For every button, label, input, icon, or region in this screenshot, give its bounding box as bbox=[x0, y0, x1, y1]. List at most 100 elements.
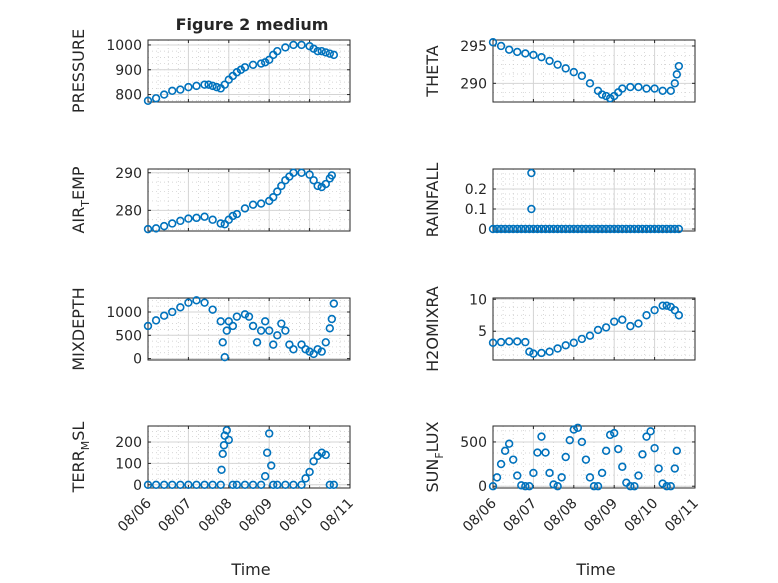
axes-box bbox=[492, 297, 696, 361]
data-point bbox=[573, 423, 583, 432]
data-point bbox=[289, 40, 298, 50]
data-point bbox=[248, 60, 258, 70]
data-point bbox=[601, 446, 611, 455]
data-point bbox=[488, 482, 498, 491]
axes-box bbox=[147, 39, 351, 103]
data-point bbox=[492, 224, 502, 234]
figure-title: Figure 2 medium bbox=[176, 15, 329, 34]
data-point bbox=[553, 60, 562, 69]
axes-box bbox=[147, 168, 351, 232]
y-tick-label: 10 bbox=[469, 292, 487, 308]
data-point bbox=[593, 482, 603, 491]
data-point bbox=[317, 448, 326, 457]
data-point bbox=[525, 347, 534, 356]
data-point bbox=[168, 307, 177, 317]
data-point bbox=[220, 353, 229, 362]
data-point bbox=[285, 340, 294, 349]
data-point bbox=[569, 338, 578, 347]
data-point bbox=[216, 317, 225, 326]
data-point bbox=[262, 448, 272, 457]
data-point bbox=[228, 211, 238, 221]
data-point bbox=[525, 482, 534, 491]
data-point bbox=[168, 219, 177, 228]
data-point bbox=[642, 224, 651, 234]
data-point bbox=[297, 40, 306, 50]
data-point bbox=[565, 435, 574, 445]
y-tick-label: 0 bbox=[478, 222, 487, 238]
data-point bbox=[674, 61, 684, 71]
y-tick-label: 100 bbox=[115, 456, 142, 472]
data-point bbox=[609, 428, 619, 438]
data-point bbox=[634, 319, 643, 328]
data-point bbox=[529, 50, 538, 60]
data-point bbox=[634, 471, 643, 480]
data-point bbox=[488, 224, 498, 234]
data-point bbox=[585, 79, 595, 88]
data-point bbox=[159, 90, 169, 99]
data-series bbox=[488, 38, 684, 103]
data-point bbox=[533, 448, 542, 457]
subplot-4: 0 0.1 0.2 RAINFALL bbox=[423, 163, 696, 238]
data-point bbox=[273, 187, 282, 196]
data-point bbox=[281, 480, 290, 489]
x-tick-label: 08/09 bbox=[236, 496, 276, 536]
data-point bbox=[597, 90, 607, 99]
data-point bbox=[642, 84, 651, 93]
data-point bbox=[219, 441, 229, 450]
data-point bbox=[626, 321, 635, 331]
data-point bbox=[609, 224, 619, 234]
data-point bbox=[289, 168, 298, 177]
data-point bbox=[218, 338, 227, 347]
data-point bbox=[662, 301, 671, 310]
data-point bbox=[151, 94, 161, 103]
data-point bbox=[208, 480, 217, 489]
data-point bbox=[521, 224, 530, 234]
data-point bbox=[500, 446, 510, 455]
data-point bbox=[654, 224, 663, 234]
y-tick-label: 800 bbox=[115, 88, 142, 104]
data-point bbox=[670, 79, 679, 88]
subplot-1: 800 900 1000 PRESSURE bbox=[69, 29, 351, 113]
y-axis-label: THETA bbox=[423, 45, 442, 97]
data-point bbox=[634, 224, 643, 234]
data-point bbox=[545, 347, 554, 356]
y-tick-label: 900 bbox=[115, 63, 142, 79]
data-point bbox=[585, 331, 595, 340]
data-point bbox=[200, 298, 209, 307]
data-point bbox=[297, 168, 306, 177]
data-point bbox=[176, 303, 185, 312]
data-point bbox=[521, 337, 530, 347]
x-tick-label: 08/09 bbox=[581, 496, 621, 536]
data-point bbox=[569, 224, 578, 234]
data-point bbox=[488, 338, 498, 347]
data-point bbox=[496, 41, 506, 51]
x-tick-label: 08/11 bbox=[662, 496, 702, 536]
data-point bbox=[589, 224, 599, 234]
data-point bbox=[577, 224, 587, 234]
data-point bbox=[593, 325, 603, 335]
data-point bbox=[265, 326, 274, 335]
data-point bbox=[232, 209, 242, 219]
y-tick-label: 0 bbox=[133, 352, 142, 368]
data-point bbox=[662, 224, 671, 234]
data-point bbox=[176, 85, 185, 94]
data-point bbox=[321, 450, 330, 460]
x-tick-label: 08/10 bbox=[277, 496, 317, 536]
data-point bbox=[670, 224, 679, 234]
subplot-5: 0 500 1000 MIXDEPTH bbox=[69, 287, 351, 371]
data-point bbox=[309, 457, 318, 466]
data-point bbox=[143, 224, 153, 234]
data-point bbox=[496, 459, 506, 469]
data-point bbox=[184, 214, 193, 223]
data-point bbox=[513, 337, 522, 346]
y-tick-label: 290 bbox=[115, 166, 142, 182]
data-series bbox=[488, 423, 682, 491]
data-point bbox=[208, 215, 217, 224]
data-point bbox=[321, 48, 330, 57]
data-point bbox=[597, 468, 607, 478]
data-point bbox=[504, 224, 514, 234]
data-point bbox=[277, 319, 286, 328]
data-point bbox=[666, 482, 675, 491]
data-point bbox=[224, 435, 234, 445]
